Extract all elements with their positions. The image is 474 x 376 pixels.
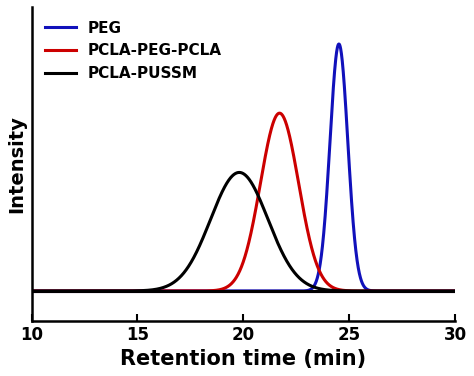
PCLA-PUSSM xyxy=(210,212,215,217)
Line: PCLA-PUSSM: PCLA-PUSSM xyxy=(31,173,456,291)
PCLA-PUSSM xyxy=(191,255,197,259)
PCLA-PEG-PCLA xyxy=(453,289,458,293)
Line: PCLA-PEG-PCLA: PCLA-PEG-PCLA xyxy=(31,113,456,291)
PCLA-PUSSM xyxy=(102,289,108,293)
PCLA-PUSSM xyxy=(28,289,34,293)
PCLA-PUSSM xyxy=(237,170,242,175)
X-axis label: Retention time (min): Retention time (min) xyxy=(120,349,366,369)
PEG xyxy=(102,289,108,293)
Legend: PEG, PCLA-PEG-PCLA, PCLA-PUSSM: PEG, PCLA-PEG-PCLA, PCLA-PUSSM xyxy=(39,15,228,87)
PCLA-PUSSM xyxy=(399,289,404,293)
PCLA-PEG-PCLA xyxy=(28,289,34,293)
PCLA-PEG-PCLA xyxy=(210,288,215,293)
PEG xyxy=(28,289,34,293)
PCLA-PEG-PCLA xyxy=(102,289,108,293)
Line: PEG: PEG xyxy=(31,44,456,291)
PEG xyxy=(191,289,197,293)
PCLA-PUSSM xyxy=(453,289,458,293)
PCLA-PUSSM xyxy=(77,289,82,293)
PCLA-PUSSM xyxy=(445,289,450,293)
PCLA-PEG-PCLA xyxy=(277,111,283,115)
PEG xyxy=(399,289,404,293)
PEG xyxy=(453,289,458,293)
PCLA-PEG-PCLA xyxy=(191,289,197,293)
PEG xyxy=(336,42,342,46)
PEG xyxy=(77,289,82,293)
PEG xyxy=(445,289,450,293)
Y-axis label: Intensity: Intensity xyxy=(7,115,26,213)
PCLA-PEG-PCLA xyxy=(445,289,450,293)
PCLA-PEG-PCLA xyxy=(77,289,82,293)
PCLA-PEG-PCLA xyxy=(399,289,404,293)
PEG xyxy=(210,289,215,293)
